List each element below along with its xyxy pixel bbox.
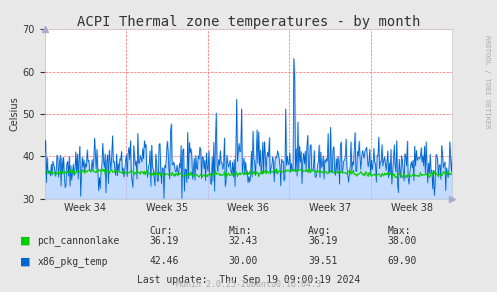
Text: pch_cannonlake: pch_cannonlake (37, 235, 119, 246)
Text: Munin 2.0.25-2ubuntu0.16.04.3: Munin 2.0.25-2ubuntu0.16.04.3 (176, 280, 321, 289)
Text: 32.43: 32.43 (229, 236, 258, 246)
Text: 36.19: 36.19 (149, 236, 178, 246)
Text: 38.00: 38.00 (388, 236, 417, 246)
Text: 36.19: 36.19 (308, 236, 337, 246)
Text: Last update:  Thu Sep 19 09:00:19 2024: Last update: Thu Sep 19 09:00:19 2024 (137, 275, 360, 285)
Text: x86_pkg_temp: x86_pkg_temp (37, 256, 108, 267)
Text: ■: ■ (20, 256, 30, 266)
Text: 42.46: 42.46 (149, 256, 178, 266)
Text: 30.00: 30.00 (229, 256, 258, 266)
Text: ACPI Thermal zone temperatures - by month: ACPI Thermal zone temperatures - by mont… (77, 15, 420, 29)
Text: 39.51: 39.51 (308, 256, 337, 266)
Text: RRDTOOL / TOBI OETIKER: RRDTOOL / TOBI OETIKER (484, 35, 490, 128)
Text: Max:: Max: (388, 226, 411, 236)
Text: 69.90: 69.90 (388, 256, 417, 266)
Text: Min:: Min: (229, 226, 252, 236)
Text: Avg:: Avg: (308, 226, 331, 236)
Text: ■: ■ (20, 236, 30, 246)
Y-axis label: Celsius: Celsius (10, 96, 20, 131)
Text: Cur:: Cur: (149, 226, 172, 236)
